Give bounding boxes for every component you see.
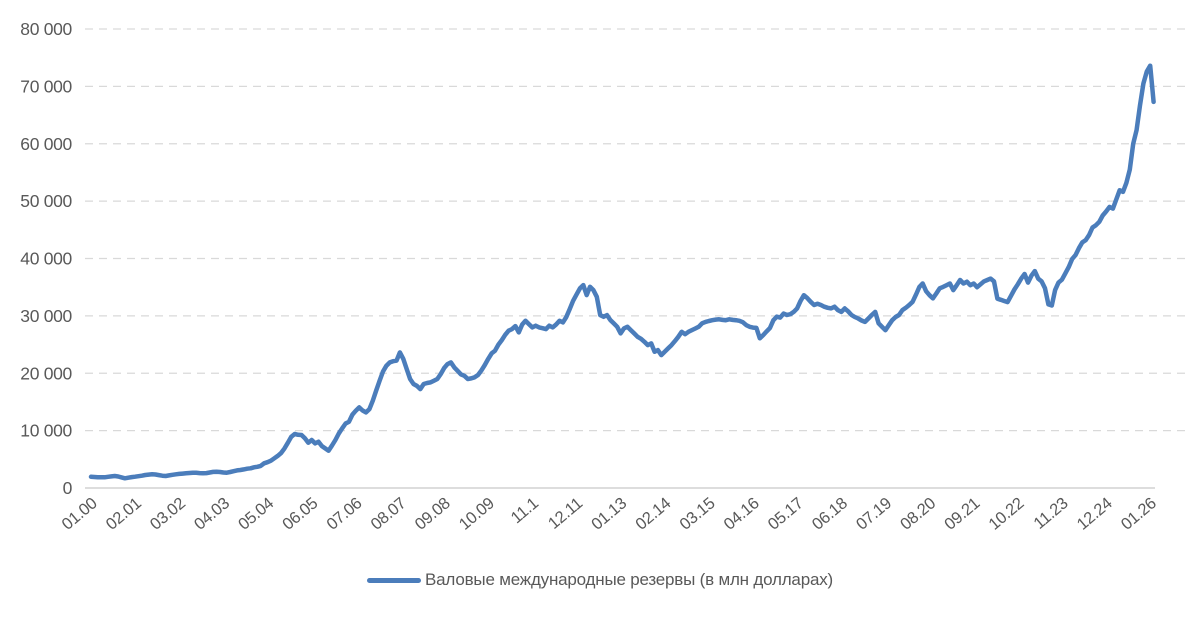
x-axis-label: 08.07 (367, 494, 409, 533)
y-axis-label: 50 000 (20, 191, 72, 211)
legend-label: Валовые международные резервы (в млн дол… (425, 570, 833, 589)
x-axis-label: 12.11 (545, 494, 586, 533)
x-axis-label: 05.17 (765, 494, 807, 533)
x-axis-label: 09.21 (941, 494, 983, 533)
chart-legend: Валовые международные резервы (в млн дол… (0, 570, 1200, 590)
x-axis-label: 02.01 (103, 494, 145, 533)
x-axis-label: 08.20 (897, 494, 939, 533)
reserves-series-line (88, 63, 1156, 481)
x-axis-label: 01.26 (1118, 494, 1160, 533)
x-axis-label: 01.13 (588, 494, 630, 533)
x-axis-label: 01.00 (59, 494, 101, 533)
legend-line-swatch (367, 577, 422, 583)
y-axis-label: 20 000 (20, 363, 72, 383)
y-axis-label: 70 000 (20, 76, 72, 96)
x-axis-label: 07.19 (853, 494, 895, 533)
x-axis-label: 05.04 (235, 494, 277, 533)
chart-plot-area: 0 10 000 20 000 30 000 40 000 50 000 60 000 70 … (20, 19, 1185, 534)
x-axis-label: 11.23 (1030, 494, 1071, 533)
y-axis-label: 10 000 (20, 421, 72, 441)
x-axis-label: 09.08 (412, 494, 454, 533)
x-axis-label: 07.06 (323, 494, 365, 533)
y-axis-label: 40 000 (20, 249, 72, 269)
x-axis-label: 03.15 (676, 494, 718, 533)
y-axis-label: 80 000 (20, 19, 72, 39)
x-axis-label: 10.22 (985, 494, 1027, 533)
x-axis-label: 11.1 (508, 494, 542, 527)
y-axis-label: 60 000 (20, 134, 72, 154)
y-axis-label: 30 000 (20, 306, 72, 326)
x-axis-label: 04.03 (191, 494, 233, 533)
x-axis-label: 06.18 (809, 494, 851, 533)
y-axis-label: 0 (63, 478, 73, 498)
x-axis-label: 04.16 (721, 494, 763, 533)
x-axis-label: 03.02 (147, 494, 189, 533)
x-axis-label: 10.09 (456, 494, 498, 533)
x-axis-label: 06.05 (279, 494, 321, 533)
x-axis-label: 12.24 (1074, 494, 1116, 533)
x-axis-label: 02.14 (632, 494, 674, 533)
